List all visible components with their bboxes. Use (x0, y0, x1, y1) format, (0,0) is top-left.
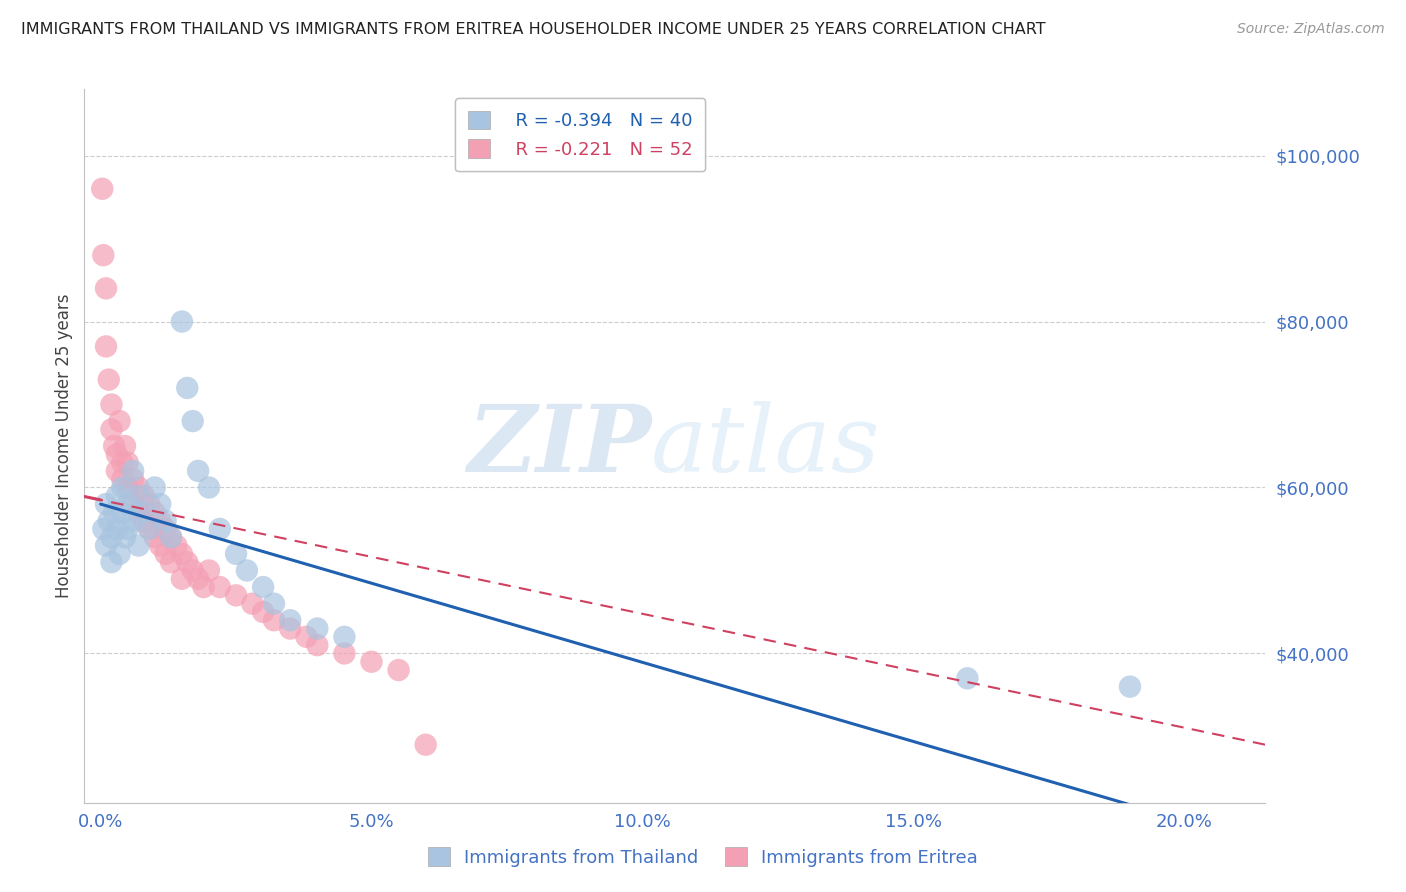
Point (278, 613, 301, 627)
Point (117, 481, 139, 495)
Point (114, 439, 136, 453)
Point (240, 597, 263, 611)
Point (155, 514, 177, 528)
Point (122, 464, 145, 478)
Point (1119, 680, 1142, 694)
Point (100, 555, 122, 569)
Point (160, 555, 183, 569)
Point (252, 605, 274, 619)
Point (155, 547, 177, 561)
Point (128, 481, 150, 495)
Point (117, 522, 139, 536)
Point (333, 630, 356, 644)
Point (122, 497, 145, 511)
Point (132, 505, 155, 519)
Text: Source: ZipAtlas.com: Source: ZipAtlas.com (1237, 22, 1385, 37)
Point (143, 505, 166, 519)
Point (143, 481, 166, 495)
Point (132, 489, 155, 503)
Text: IMMIGRANTS FROM THAILAND VS IMMIGRANTS FROM ERITREA HOUSEHOLDER INCOME UNDER 25 : IMMIGRANTS FROM THAILAND VS IMMIGRANTS F… (21, 22, 1046, 37)
Legend:   R = -0.394   N = 40,   R = -0.221   N = 52: R = -0.394 N = 40, R = -0.221 N = 52 (456, 98, 706, 171)
Point (225, 547, 247, 561)
Point (307, 622, 329, 636)
Point (278, 622, 301, 636)
Point (105, 522, 128, 536)
Point (170, 314, 193, 328)
Point (97, 373, 120, 387)
Point (105, 489, 128, 503)
Point (138, 497, 160, 511)
Point (111, 472, 134, 486)
Point (122, 472, 145, 486)
Point (263, 613, 285, 627)
Point (111, 481, 134, 495)
Point (138, 522, 160, 536)
Point (100, 422, 122, 436)
Point (295, 630, 318, 644)
Point (333, 647, 356, 661)
Point (193, 580, 215, 594)
Point (176, 555, 198, 569)
Point (111, 456, 134, 470)
Point (105, 447, 128, 461)
Point (956, 671, 979, 685)
Point (307, 638, 329, 652)
Y-axis label: Householder Income Under 25 years: Householder Income Under 25 years (55, 293, 73, 599)
Point (128, 539, 150, 553)
Point (132, 514, 155, 528)
Point (97, 514, 120, 528)
Point (100, 530, 122, 544)
Point (117, 456, 139, 470)
Point (170, 547, 193, 561)
Point (208, 522, 231, 536)
Point (114, 530, 136, 544)
Point (160, 530, 183, 544)
Point (94, 497, 117, 511)
Point (176, 381, 198, 395)
Point (122, 514, 145, 528)
Point (360, 655, 382, 669)
Point (138, 522, 160, 536)
Point (187, 464, 209, 478)
Text: atlas: atlas (651, 401, 880, 491)
Point (187, 572, 209, 586)
Legend: Immigrants from Thailand, Immigrants from Eritrea: Immigrants from Thailand, Immigrants fro… (420, 840, 986, 874)
Point (128, 505, 150, 519)
Point (94, 281, 117, 295)
Point (155, 522, 177, 536)
Point (108, 414, 131, 428)
Point (108, 547, 131, 561)
Point (91, 522, 114, 536)
Point (117, 497, 139, 511)
Point (166, 539, 188, 553)
Point (236, 564, 259, 578)
Point (149, 539, 172, 553)
Point (160, 530, 183, 544)
Point (149, 497, 172, 511)
Point (198, 564, 221, 578)
Point (252, 580, 274, 594)
Point (111, 505, 134, 519)
Point (198, 481, 221, 495)
Point (181, 414, 204, 428)
Point (94, 539, 117, 553)
Point (91, 182, 114, 196)
Point (170, 572, 193, 586)
Point (143, 530, 166, 544)
Point (263, 597, 285, 611)
Point (105, 464, 128, 478)
Point (149, 514, 172, 528)
Point (100, 397, 122, 411)
Point (225, 588, 247, 602)
Point (103, 505, 125, 519)
Point (181, 564, 204, 578)
Point (128, 489, 150, 503)
Point (91, 248, 114, 262)
Point (103, 439, 125, 453)
Point (94, 339, 117, 353)
Point (387, 663, 409, 677)
Point (208, 580, 231, 594)
Text: ZIP: ZIP (467, 401, 651, 491)
Point (415, 738, 437, 752)
